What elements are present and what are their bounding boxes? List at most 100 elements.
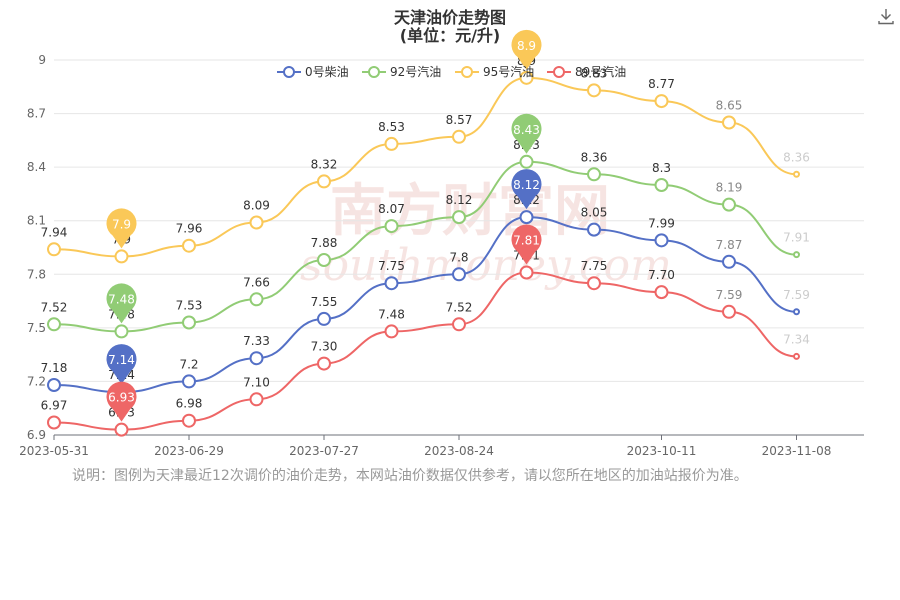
x-tick-label: 2023-08-24 [424,444,494,458]
data-label: 7.8 [449,250,468,264]
data-point[interactable] [249,392,264,407]
data-point[interactable] [114,324,129,339]
legend-item[interactable]: 0号柴油 [277,65,349,79]
pin-shape [511,113,542,154]
y-tick-label: 6.9 [27,428,46,442]
pin-shape [511,29,542,70]
x-tick-label: 2023-07-27 [289,444,359,458]
legend-item[interactable]: 92号汽油 [362,64,441,79]
legend-item[interactable]: 95号汽油 [455,64,534,79]
data-point[interactable] [249,215,264,230]
data-point[interactable] [47,378,61,392]
data-label: 7.10 [243,375,270,389]
data-point[interactable] [114,422,129,437]
x-tick-label: 2023-11-08 [762,444,832,458]
marker-pin-2-0: 7.9 [106,208,137,249]
pin-label: 8.43 [513,123,540,137]
data-point[interactable] [654,178,669,192]
legend-label: 0号柴油 [305,65,349,79]
data-point[interactable] [722,197,736,212]
data-label: 7.91 [783,231,810,245]
legend-symbol [368,66,380,78]
pin-label: 7.81 [513,234,540,248]
data-label: 8.65 [716,99,743,113]
data-point[interactable] [587,167,601,182]
data-point[interactable] [722,254,736,269]
data-point[interactable] [317,174,331,189]
data-point[interactable] [587,83,601,98]
data-label: 6.97 [41,399,68,413]
y-tick-label: 9 [38,53,46,67]
pin-label: 7.48 [108,292,135,306]
data-point[interactable] [384,324,399,339]
data-point[interactable] [722,115,736,130]
data-label: 7.48 [378,307,405,321]
data-point[interactable] [452,129,466,144]
data-point[interactable] [384,219,399,234]
data-point[interactable] [317,253,331,267]
legend-symbol [283,66,295,78]
pin-label: 7.14 [108,353,135,367]
data-point[interactable] [182,413,196,428]
data-point[interactable] [249,292,264,307]
data-point[interactable] [317,356,331,371]
marker-pin-3-1: 7.81 [511,224,542,265]
data-label: 8.77 [648,77,675,91]
y-tick-label: 7.5 [27,321,46,335]
data-label: 7.59 [716,288,743,302]
data-point[interactable] [654,233,669,248]
data-point[interactable] [793,352,800,360]
pin-shape [106,283,137,324]
data-point[interactable] [47,317,61,332]
data-label: 7.88 [311,236,338,250]
data-point[interactable] [47,242,61,257]
data-point[interactable] [452,267,466,282]
data-point[interactable] [249,351,264,366]
data-point[interactable] [793,251,800,259]
data-point[interactable] [654,94,669,109]
data-point[interactable] [452,317,466,332]
legend-item[interactable]: 89号汽油 [547,64,626,79]
marker-pin-0-0: 7.14 [106,344,137,385]
data-point[interactable] [317,311,331,326]
data-point[interactable] [793,308,800,316]
data-point[interactable] [519,210,534,225]
data-point[interactable] [519,154,534,169]
data-point[interactable] [587,276,601,291]
x-tick-label: 2023-10-11 [627,444,697,458]
pin-label: 7.9 [112,217,131,231]
data-point[interactable] [519,265,534,280]
watermark-cn: 南方财富网 [330,179,610,244]
data-point[interactable] [587,222,601,237]
series-line [53,271,797,431]
chart-title: 天津油价走势图 [393,8,506,27]
data-label: 8.19 [716,181,743,195]
pin-shape [511,224,542,265]
data-label: 7.53 [176,299,203,313]
series-3: 6.976.936.987.107.307.487.527.817.757.70… [41,249,810,437]
y-tick-label: 8.7 [27,107,46,121]
data-point[interactable] [519,70,534,85]
data-point[interactable] [452,210,466,225]
data-point[interactable] [793,170,800,178]
data-point[interactable] [384,276,399,291]
data-label: 8.53 [378,120,405,134]
data-label: 8.07 [378,202,405,216]
data-point[interactable] [114,249,129,264]
data-label: 8.36 [783,150,810,164]
data-point[interactable] [722,304,736,319]
data-label: 7.55 [311,295,338,309]
data-point[interactable] [47,415,61,430]
data-point[interactable] [182,315,196,330]
data-point[interactable] [182,374,196,389]
legend-label: 92号汽油 [390,64,441,79]
data-point[interactable] [182,238,196,253]
marker-pin-2-1: 8.9 [511,29,542,70]
data-label: 7.70 [648,268,675,282]
data-label: 7.75 [581,259,608,273]
data-point[interactable] [654,285,669,300]
download-icon[interactable] [876,6,896,26]
pin-label: 6.93 [108,391,135,405]
data-point[interactable] [384,136,399,151]
